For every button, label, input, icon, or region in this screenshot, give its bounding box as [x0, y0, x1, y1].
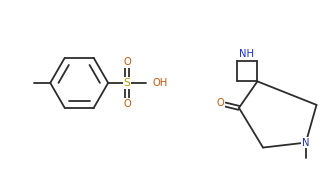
- Text: S: S: [124, 78, 131, 88]
- Text: OH: OH: [153, 78, 168, 88]
- Text: NH: NH: [239, 49, 254, 59]
- Text: O: O: [123, 99, 131, 109]
- Text: N: N: [302, 138, 310, 148]
- Text: O: O: [123, 57, 131, 67]
- Text: O: O: [216, 98, 224, 108]
